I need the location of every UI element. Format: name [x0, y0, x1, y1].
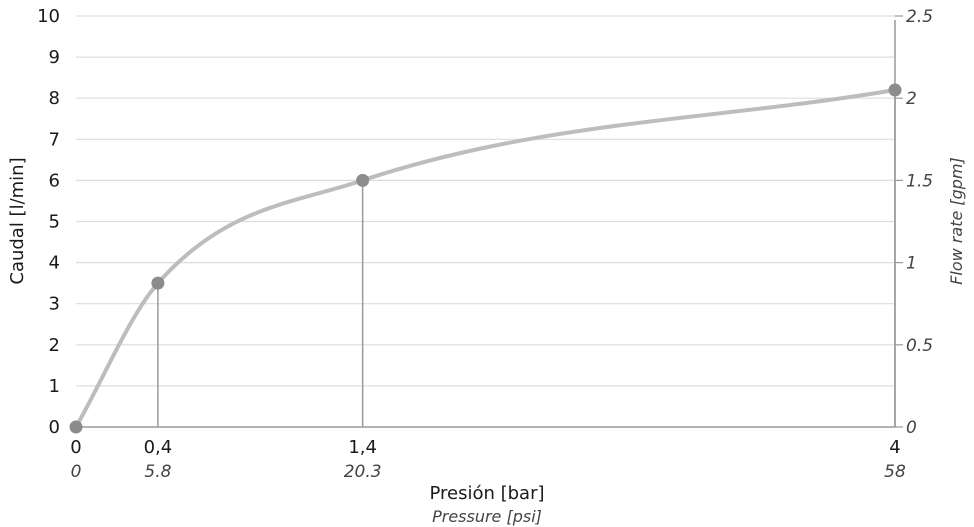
- x-tick-label: 4: [889, 437, 900, 458]
- x-tick-label-secondary: 58: [884, 462, 906, 482]
- y-tick-label: 9: [49, 47, 60, 68]
- x-tick-label-secondary: 20.3: [344, 462, 382, 482]
- y-tick-labels: 0 1 2 3 4 5 6 7 8 9 10: [37, 6, 60, 438]
- y-tick-label: 4: [49, 253, 60, 274]
- data-point: [151, 276, 165, 290]
- data-markers: [69, 83, 902, 434]
- x-tick-label: 1,4: [348, 437, 377, 458]
- y-tick-label: 8: [49, 88, 60, 109]
- y-tick-label: 0: [49, 417, 60, 438]
- y2-tick-label: 2: [906, 89, 917, 109]
- x-tick-label-secondary: 0: [71, 462, 82, 482]
- x-tick-labels: 0 0 0,4 5.8 1,4 20.3 4 58: [70, 437, 906, 482]
- y-tick-label: 1: [49, 376, 60, 397]
- y-axis-label-secondary: Flow rate [gpm]: [947, 157, 966, 285]
- grid-lines: [76, 15, 895, 387]
- series-line: [74, 87, 897, 429]
- x-axis-label: Presión [bar]: [429, 483, 544, 504]
- y-tick-label: 7: [49, 129, 60, 150]
- y2-tick-labels: 0 0.5 1 1.5 2 2.5: [906, 7, 933, 438]
- y2-tick-label: 2.5: [906, 7, 933, 27]
- y-tick-label: 10: [37, 6, 60, 27]
- data-point: [888, 83, 902, 97]
- x-tick-label: 0: [70, 437, 81, 458]
- y-tick-label: 3: [49, 294, 60, 315]
- y2-tick-label: 1: [906, 254, 917, 274]
- y-tick-label: 6: [49, 170, 60, 191]
- x-axis-label-secondary: Pressure [psi]: [432, 507, 542, 526]
- x-tick-label-secondary: 5.8: [144, 462, 171, 482]
- data-point: [69, 420, 83, 434]
- y-axis-label: Caudal [l/min]: [7, 157, 28, 284]
- y2-tick-label: 1.5: [906, 171, 933, 191]
- data-point: [356, 173, 370, 187]
- y2-tick-label: 0: [906, 418, 917, 438]
- x-tick-label: 0,4: [144, 437, 173, 458]
- y-tick-label: 5: [49, 212, 60, 233]
- series-curve: [74, 87, 897, 429]
- y2-tick-label: 0.5: [906, 336, 933, 356]
- y-tick-label: 2: [49, 335, 60, 356]
